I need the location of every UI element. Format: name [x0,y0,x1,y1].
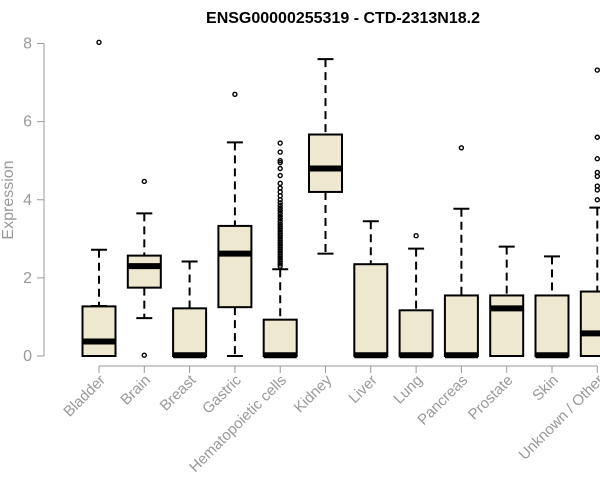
outlier-point [594,134,600,140]
box-10 [489,245,525,357]
box-series [81,39,600,359]
x-tick-label: Prostate [465,372,517,424]
outlier-point [594,156,600,162]
box-body [443,294,479,357]
box-6 [308,58,343,255]
outlier-point [458,145,465,151]
box-body [126,254,162,289]
x-tick-label: Lung [390,372,426,408]
outlier-point [277,261,283,267]
box-body [81,305,117,357]
outlier-point [277,159,283,166]
box-body [172,307,208,357]
box-8 [398,232,434,359]
x-tick-label: Brain [117,372,154,409]
box-4 [217,91,253,357]
box-body [308,133,343,193]
outlier-point [277,213,283,219]
box-body [217,224,253,309]
y-axis: 0 2 4 6 8 [23,36,45,365]
box-body [579,290,600,357]
x-tick-label: Liver [346,372,381,407]
outlier-point [277,205,283,212]
box-3 [172,260,208,359]
outlier-point [277,218,283,224]
y-tick-label: 4 [23,192,32,209]
outlier-point [594,197,600,203]
box-12 [579,67,600,357]
outlier-point [96,39,102,46]
box-body [489,294,525,357]
outlier-point [277,140,283,146]
chart-title: ENSG00000255319 - CTD-2313N18.2 [206,10,480,27]
outlier-point [277,165,283,172]
y-tick-label: 8 [23,36,32,53]
box-5 [262,140,298,359]
y-axis-label: Expression [0,160,17,239]
outlier-point [277,210,283,217]
outlier-point [594,173,600,180]
box-body [262,318,298,357]
outlier-point [594,187,600,193]
box-body [353,263,389,357]
outlier-point [277,202,283,209]
x-tick-label: Pancreas [414,372,471,429]
outlier-point [232,91,238,97]
box-1 [81,39,117,357]
box-body [398,309,434,357]
outlier-point [594,67,600,73]
outlier-point [413,232,419,239]
outlier-point [277,172,283,179]
y-tick-label: 2 [23,270,32,287]
outlier-point [141,352,148,358]
x-tick-label: Kidney [291,371,336,416]
outlier-point [277,207,283,214]
box-2 [126,178,162,358]
outlier-point [277,200,283,206]
y-tick-label: 0 [23,348,32,365]
box-body [534,294,570,357]
box-11 [534,255,570,359]
box-9 [443,145,479,359]
x-tick-label: Bladder [60,372,109,421]
outlier-point [277,157,283,164]
outlier-point [277,215,283,222]
outlier-point [277,197,283,203]
outlier-point [277,149,283,155]
x-tick-label: Breast [157,371,200,414]
outlier-point [277,263,283,269]
outlier-point [277,180,283,187]
y-tick-label: 6 [23,114,32,131]
outlier-point [141,178,148,185]
x-tick-label: Skin [529,372,562,405]
box-7 [353,220,389,359]
